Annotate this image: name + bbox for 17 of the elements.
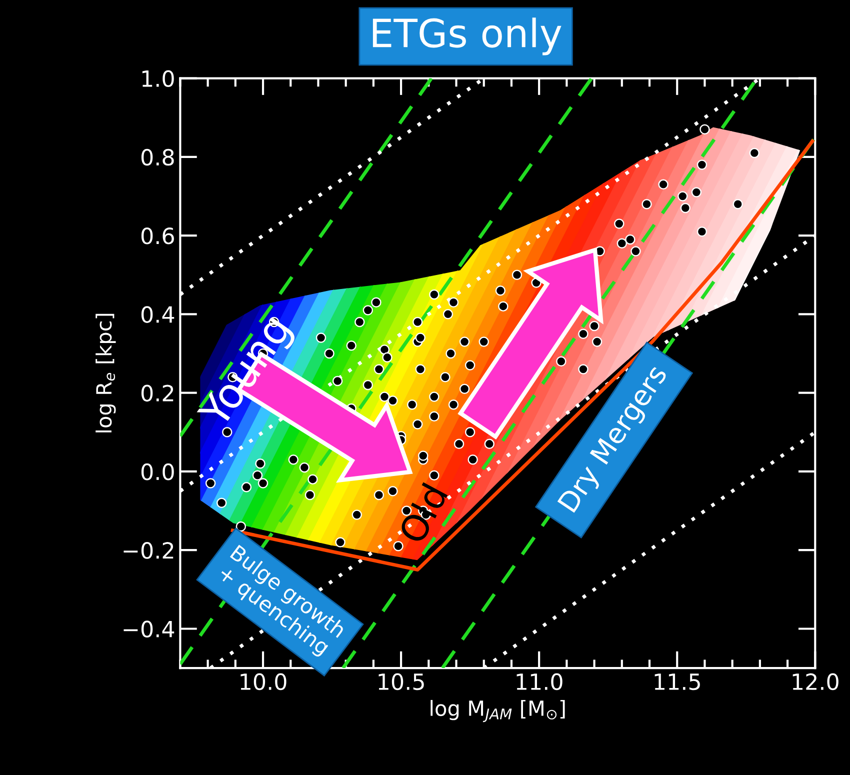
x-tick-label: 12.0 <box>792 673 838 690</box>
y-tick-label: 0.2 <box>141 384 174 402</box>
y-tick-label: −0.2 <box>124 542 174 559</box>
y-tick-label: 0.4 <box>141 306 174 323</box>
y-axis-title: log R$_{e}$ [kpc] <box>96 314 116 432</box>
y-tick-label: 1.0 <box>142 70 174 88</box>
y-tick-label: 0.6 <box>141 228 174 244</box>
x-tick-label: 11.0 <box>516 673 562 690</box>
x-tick-label: 10.5 <box>378 673 424 690</box>
x-axis-title: log M$_{JAM}$ [M$_{⊙}$] <box>430 700 565 722</box>
x-tick-label: 10.0 <box>240 673 286 690</box>
annotation: Old <box>397 482 448 545</box>
x-tick-label: 11.5 <box>654 674 700 690</box>
y-tick-label: 0.0 <box>141 463 174 480</box>
chart-title: ETGs only <box>372 18 562 56</box>
y-tick-label: −0.4 <box>124 620 174 638</box>
y-tick-label: 0.8 <box>141 148 174 166</box>
